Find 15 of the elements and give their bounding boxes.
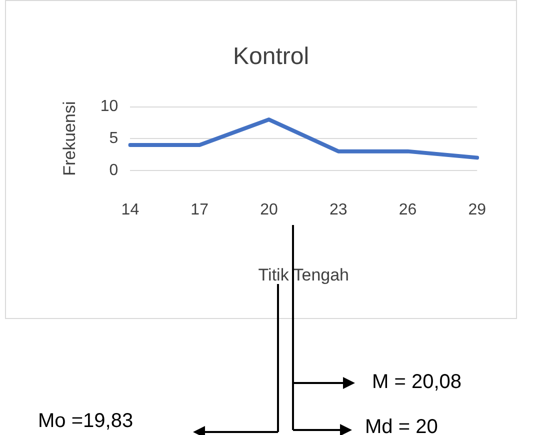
chart-title: Kontrol [232, 43, 310, 70]
x-tick-label: 17 [190, 201, 209, 218]
text: Md = 20 [365, 416, 438, 435]
y-tick-label: 10 [100, 98, 118, 116]
y-tick-label: 5 [109, 130, 118, 148]
y-axis-title: Frekuensi [60, 101, 79, 176]
x-axis-title: Titik Tengah [258, 265, 350, 284]
y-tick-label: 0 [109, 162, 118, 179]
x-tick-label: 23 [329, 201, 348, 218]
text: Mo =19,83 [38, 410, 134, 433]
x-tick-label: 29 [468, 201, 486, 218]
x-tick-label: 14 [121, 201, 140, 218]
x-tick-label: 20 [260, 201, 278, 218]
x-tick-label: 26 [398, 201, 417, 218]
text: M = 20,08 [372, 371, 462, 394]
